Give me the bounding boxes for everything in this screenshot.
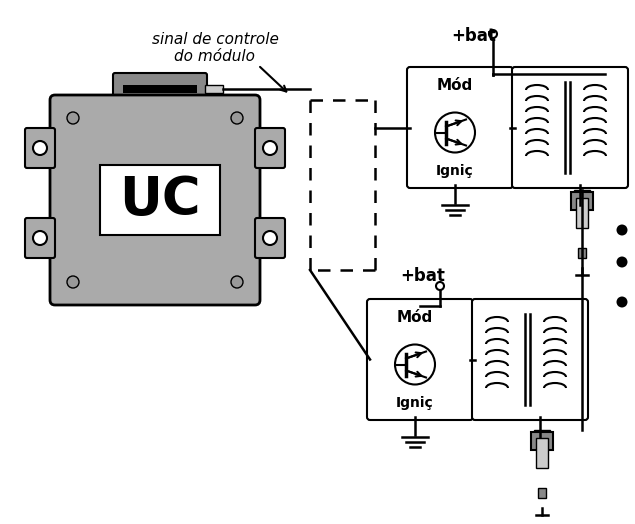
Circle shape <box>489 30 497 38</box>
Circle shape <box>617 224 627 235</box>
Bar <box>571 192 593 210</box>
Circle shape <box>617 297 627 308</box>
Bar <box>531 432 553 450</box>
Bar <box>576 198 588 228</box>
Circle shape <box>263 141 277 155</box>
Text: +bat: +bat <box>451 27 496 45</box>
Bar <box>574 190 590 195</box>
Circle shape <box>435 113 475 152</box>
Text: Igniç: Igniç <box>436 164 474 178</box>
FancyBboxPatch shape <box>367 299 473 420</box>
Text: +bat: +bat <box>400 267 445 285</box>
Bar <box>578 248 586 258</box>
Bar <box>123 85 197 93</box>
Circle shape <box>395 344 435 385</box>
FancyBboxPatch shape <box>512 67 628 188</box>
FancyBboxPatch shape <box>472 299 588 420</box>
Circle shape <box>231 276 243 288</box>
FancyBboxPatch shape <box>113 73 207 105</box>
Bar <box>538 488 546 498</box>
Circle shape <box>33 141 47 155</box>
FancyBboxPatch shape <box>25 128 55 168</box>
Bar <box>534 430 550 435</box>
Bar <box>100 165 220 235</box>
Circle shape <box>231 112 243 124</box>
FancyBboxPatch shape <box>25 218 55 258</box>
Bar <box>205 85 223 93</box>
FancyBboxPatch shape <box>255 128 285 168</box>
Circle shape <box>33 231 47 245</box>
Text: Igniç: Igniç <box>396 396 434 410</box>
Circle shape <box>67 112 79 124</box>
Text: sinal de controle
do módulo: sinal de controle do módulo <box>152 32 278 64</box>
FancyBboxPatch shape <box>255 218 285 258</box>
Circle shape <box>617 257 627 267</box>
Circle shape <box>436 282 444 290</box>
FancyBboxPatch shape <box>50 95 260 305</box>
Text: Mód: Mód <box>397 311 433 325</box>
Text: Mód: Mód <box>437 79 473 93</box>
Circle shape <box>263 231 277 245</box>
Circle shape <box>67 276 79 288</box>
Bar <box>536 438 548 468</box>
FancyBboxPatch shape <box>407 67 513 188</box>
Text: UC: UC <box>119 174 201 226</box>
